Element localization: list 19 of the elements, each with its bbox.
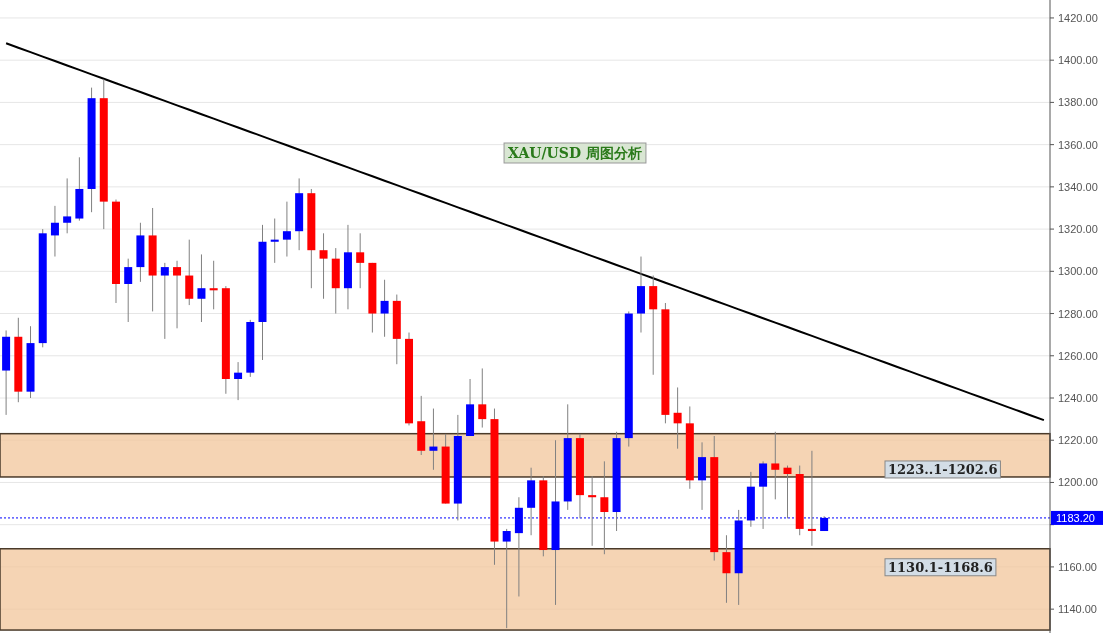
ref-line-label: 1183.20: [1056, 511, 1095, 524]
y-tick-label: 1160.00: [1058, 560, 1097, 573]
y-tick-label: 1300.00: [1058, 265, 1098, 278]
y-tick-label: 1260.00: [1058, 349, 1098, 362]
text: XAU/USD 周图分析: [508, 145, 642, 161]
band-label: 1130.1-1168.6: [888, 559, 993, 575]
y-tick-label: 1420.00: [1058, 11, 1098, 24]
y-tick-label: 1320.00: [1058, 223, 1098, 236]
y-tick-label: 1280.00: [1058, 307, 1098, 320]
y-tick-label: 1340.00: [1058, 180, 1098, 193]
y-tick-label: 1400.00: [1058, 54, 1098, 67]
y-tick-label: 1240.00: [1058, 392, 1098, 404]
y-tick-label: 1200.00: [1058, 476, 1098, 489]
line-series: [5, 42, 1045, 422]
y-tick-label: 1380.00: [1058, 96, 1098, 109]
y-tick-label: 1360.00: [1058, 138, 1098, 151]
y-tick-label: 1220.00: [1058, 434, 1098, 447]
y-tick-label: 1140.00: [1058, 603, 1097, 616]
band-label: 1223..1-1202.6: [888, 461, 998, 477]
